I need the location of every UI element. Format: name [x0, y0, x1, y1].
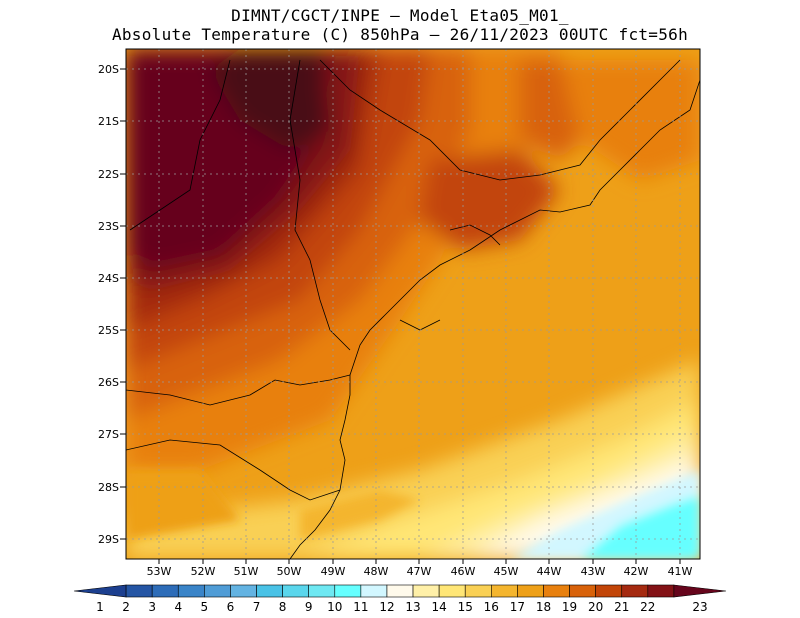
colorbar-label: 22 — [640, 600, 655, 614]
colorbar-swatch — [621, 584, 649, 598]
lon-label: 50W — [277, 565, 302, 578]
colorbar-swatch — [647, 584, 675, 598]
lon-label: 44W — [537, 565, 562, 578]
coastline-and-borders — [126, 59, 700, 559]
colorbar-label: 13 — [405, 600, 420, 614]
colorbar-label: 15 — [458, 600, 473, 614]
lon-label: 49W — [321, 565, 346, 578]
colorbar-label: 18 — [536, 600, 551, 614]
colorbar-label: 16 — [484, 600, 499, 614]
colorbar-swatch — [595, 584, 623, 598]
colorbar-swatch — [464, 584, 492, 598]
lat-label: 23S — [98, 220, 119, 233]
colorbar-label: 20 — [588, 600, 603, 614]
colorbar-label: 9 — [305, 600, 313, 614]
colorbar-label: 8 — [279, 600, 287, 614]
colorbar-label: 11 — [353, 600, 368, 614]
colorbar-swatch — [151, 584, 179, 598]
colorbar-swatch — [282, 584, 309, 598]
colorbar-swatch — [73, 584, 127, 598]
colorbar-swatch — [125, 584, 153, 598]
lon-label: 51W — [234, 565, 259, 578]
lon-label: 47W — [407, 565, 432, 578]
colorbar-label: 19 — [562, 600, 577, 614]
temperature-field — [126, 49, 700, 559]
colorbar-label: 5 — [201, 600, 209, 614]
lat-label: 26S — [98, 376, 119, 389]
colorbar-swatch — [517, 584, 544, 598]
colorbar-swatch — [412, 584, 440, 598]
lat-label: 29S — [98, 533, 119, 546]
colorbar-label: 7 — [253, 600, 261, 614]
colorbar-swatch — [230, 584, 257, 598]
colorbar-swatch — [204, 584, 231, 598]
colorbar-swatch — [308, 584, 336, 598]
colorbar-swatch — [569, 584, 596, 598]
colorbar-swatch — [360, 584, 388, 598]
colorbar-label: 21 — [614, 600, 629, 614]
colorbar-label: 14 — [431, 600, 446, 614]
colorbar-swatch — [673, 584, 727, 598]
colorbar-label: 6 — [227, 600, 235, 614]
lat-label: 24S — [98, 272, 119, 285]
colorbar-label: 2 — [122, 600, 130, 614]
colorbar-label: 23 — [692, 600, 707, 614]
colorbar-swatch — [256, 584, 283, 598]
colorbar-swatch — [491, 584, 518, 598]
colorbar-label: 4 — [174, 600, 182, 614]
lon-label: 45W — [494, 565, 519, 578]
colorbar-label: 3 — [148, 600, 156, 614]
lat-label: 21S — [98, 115, 119, 128]
colorbar-swatch — [334, 584, 362, 598]
map-title-line-1: DIMNT/CGCT/INPE – Model Eta05_M01_ — [231, 6, 569, 25]
graticule — [126, 49, 700, 559]
map-frame — [125, 48, 701, 560]
colorbar-swatch — [177, 584, 205, 598]
map-title-line-2: Absolute Temperature (C) 850hPa – 26/11/… — [111, 25, 689, 44]
colorbar-label: 17 — [510, 600, 525, 614]
lon-label: 41W — [668, 565, 693, 578]
lat-label: 25S — [98, 324, 119, 337]
colorbar-swatch — [438, 584, 466, 598]
lat-label: 22S — [98, 168, 119, 181]
lat-label: 28S — [98, 481, 119, 494]
lon-label: 52W — [191, 565, 216, 578]
lon-label: 48W — [364, 565, 389, 578]
colorbar: 1 2 3 4 5 6 7 8 9 10 11 12 13 14 15 16 17 18 19 20 21 22 23 — [73, 584, 727, 614]
colorbar-label: 10 — [327, 600, 342, 614]
lon-label: 42W — [624, 565, 649, 578]
colorbar-label: 1 — [96, 600, 104, 614]
lon-label: 46W — [451, 565, 476, 578]
lat-label: 20S — [98, 63, 119, 76]
lat-label: 27S — [98, 428, 119, 441]
lon-label: 53W — [147, 565, 172, 578]
lon-label: 43W — [581, 565, 606, 578]
colorbar-label: 12 — [379, 600, 394, 614]
colorbar-swatch — [543, 584, 570, 598]
colorbar-swatch — [386, 584, 414, 598]
